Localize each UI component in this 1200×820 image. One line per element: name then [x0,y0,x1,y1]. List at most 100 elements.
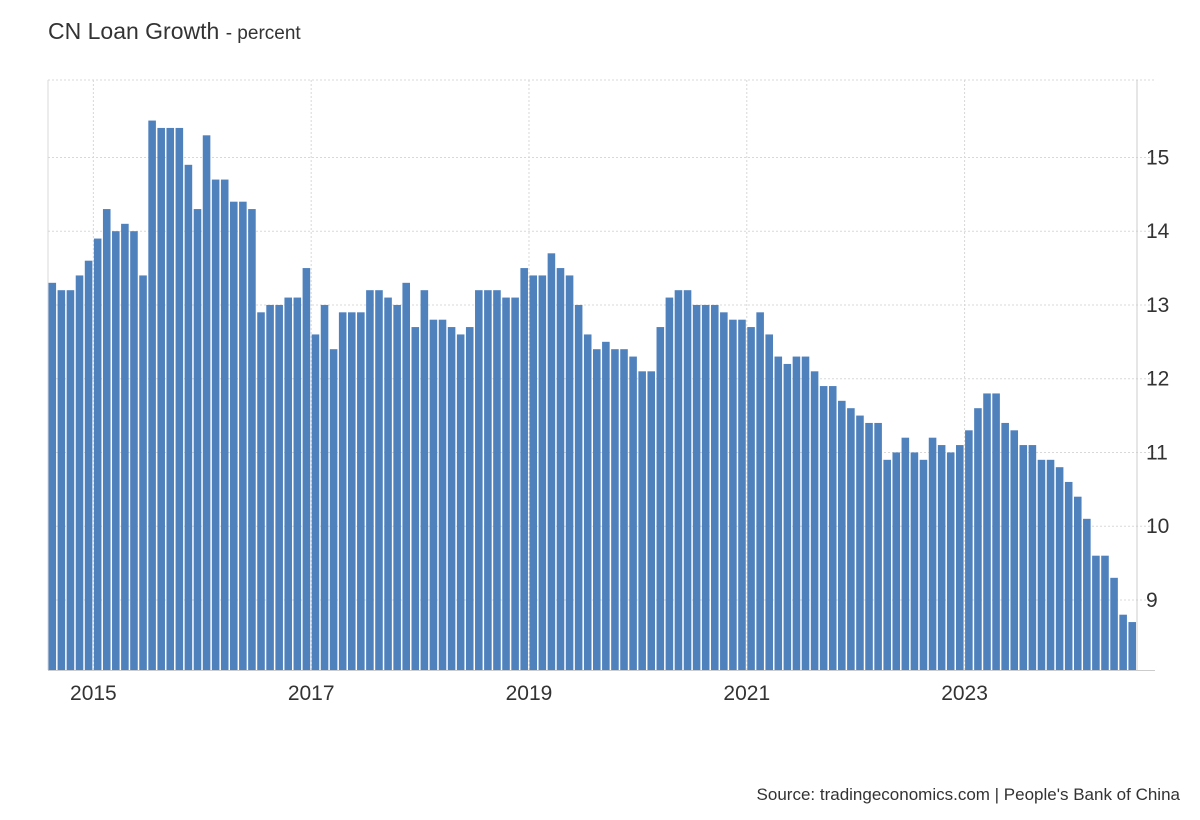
bar [193,209,202,670]
bar [139,275,147,670]
bar [838,400,846,670]
bar [847,408,855,670]
bar [883,459,891,670]
x-tick-label: 2023 [941,682,988,705]
bar [438,319,447,670]
bar [747,327,755,670]
bar [366,290,374,670]
bar [819,386,828,670]
bar [275,304,283,670]
bar [720,312,728,670]
bar [1001,422,1009,670]
bar [493,290,501,670]
bar [266,304,274,670]
x-tick-label: 2021 [723,682,770,705]
bar [75,275,84,670]
bar [928,437,937,670]
bar [919,459,928,670]
bar [102,209,111,670]
bar [484,290,492,670]
bar [239,201,247,670]
x-tick-label: 2017 [288,682,335,705]
bar [393,304,401,670]
bar [1128,622,1136,670]
bar [1010,430,1019,670]
bar [892,452,901,670]
bar [320,304,329,670]
bar [756,312,764,670]
bar [66,290,75,670]
bar [729,319,737,670]
bar [611,349,619,670]
bar [1046,459,1055,670]
bar [166,127,175,670]
bar [965,430,973,670]
chart-title: CN Loan Growth - percent [48,18,301,45]
bar [1019,445,1028,670]
y-tick-label: 12 [1146,368,1169,391]
bar [647,371,656,670]
bar [57,290,66,670]
y-tick-label: 13 [1146,294,1169,317]
bar [946,452,955,670]
bar [184,164,193,670]
bar [502,297,510,670]
bar [774,356,783,670]
bar [1073,496,1082,670]
bar [620,349,628,670]
x-tick-label: 2019 [506,682,553,705]
bar [357,312,365,670]
bar [302,268,311,670]
bar [121,223,129,670]
chart-title-main: CN Loan Growth [48,18,220,44]
bar [511,297,519,670]
bar [992,393,1000,670]
bar [901,437,910,670]
bar [1055,467,1064,670]
bar [93,238,102,670]
bar [801,356,810,670]
bar [384,297,392,670]
bar [710,304,719,670]
bar [547,253,556,670]
bar [765,334,773,670]
bar [738,319,746,670]
bar-series [48,120,1136,670]
bar [692,304,701,670]
bar [475,290,483,670]
bar [429,319,438,670]
y-tick-label: 15 [1146,146,1169,169]
bar [937,445,946,670]
y-tick-label: 11 [1146,441,1168,464]
bar [538,275,547,670]
bar [983,393,991,670]
bar [1037,459,1046,670]
y-tick-label: 9 [1146,589,1158,612]
bar [375,290,383,670]
bar [665,297,674,670]
bar [810,371,819,670]
bar [974,408,982,670]
bar [230,201,238,670]
bar [1119,614,1127,670]
bar [329,349,338,670]
bar [1101,555,1109,670]
bar [574,304,583,670]
bar [556,268,565,670]
bar [956,445,964,670]
bar [701,304,710,670]
bar [828,386,837,670]
bar [84,260,93,670]
chart-subtitle: - percent [225,23,301,44]
bar [674,290,683,670]
axes [47,80,1155,671]
bar [874,422,882,670]
bar [338,312,347,670]
bar [211,179,220,670]
bar [130,231,138,670]
bar [48,282,57,670]
bar [583,334,592,670]
y-axis-labels: 9 10 11 12 13 14 15 [1146,146,1170,612]
bar [865,422,873,670]
